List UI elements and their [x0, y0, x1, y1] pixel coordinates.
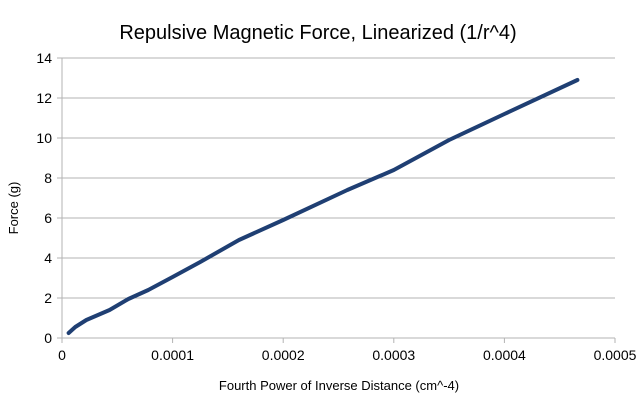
y-tick-label: 0 [44, 330, 52, 346]
x-tick-label: 0.0001 [151, 347, 194, 363]
gridlines [62, 57, 615, 299]
axes [57, 57, 616, 343]
x-tick-label: 0.0003 [372, 347, 415, 363]
y-tick-label: 10 [36, 130, 52, 146]
x-tick-labels: 0 0.0001 0.0002 0.0003 0.0004 0.0005 [58, 347, 637, 363]
y-tick-label: 8 [44, 170, 52, 186]
y-tick-label: 6 [44, 210, 52, 226]
series-line [66, 78, 580, 335]
x-axis-title: Fourth Power of Inverse Distance (cm^-4) [219, 378, 459, 393]
y-tick-label: 12 [36, 90, 52, 106]
x-tick-label: 0.0005 [594, 347, 637, 363]
y-axis-title: Force (g) [6, 182, 21, 235]
chart-title: Repulsive Magnetic Force, Linearized (1/… [119, 22, 516, 44]
y-tick-labels: 0 2 4 6 8 10 12 14 [36, 50, 52, 346]
x-tick-label: 0.0002 [262, 347, 305, 363]
y-tick-label: 4 [44, 250, 52, 266]
x-tick-label: 0.0004 [483, 347, 526, 363]
x-tick-label: 0 [58, 347, 66, 363]
y-tick-label: 14 [36, 50, 52, 66]
y-tick-label: 2 [44, 290, 52, 306]
series-layer [66, 78, 580, 335]
